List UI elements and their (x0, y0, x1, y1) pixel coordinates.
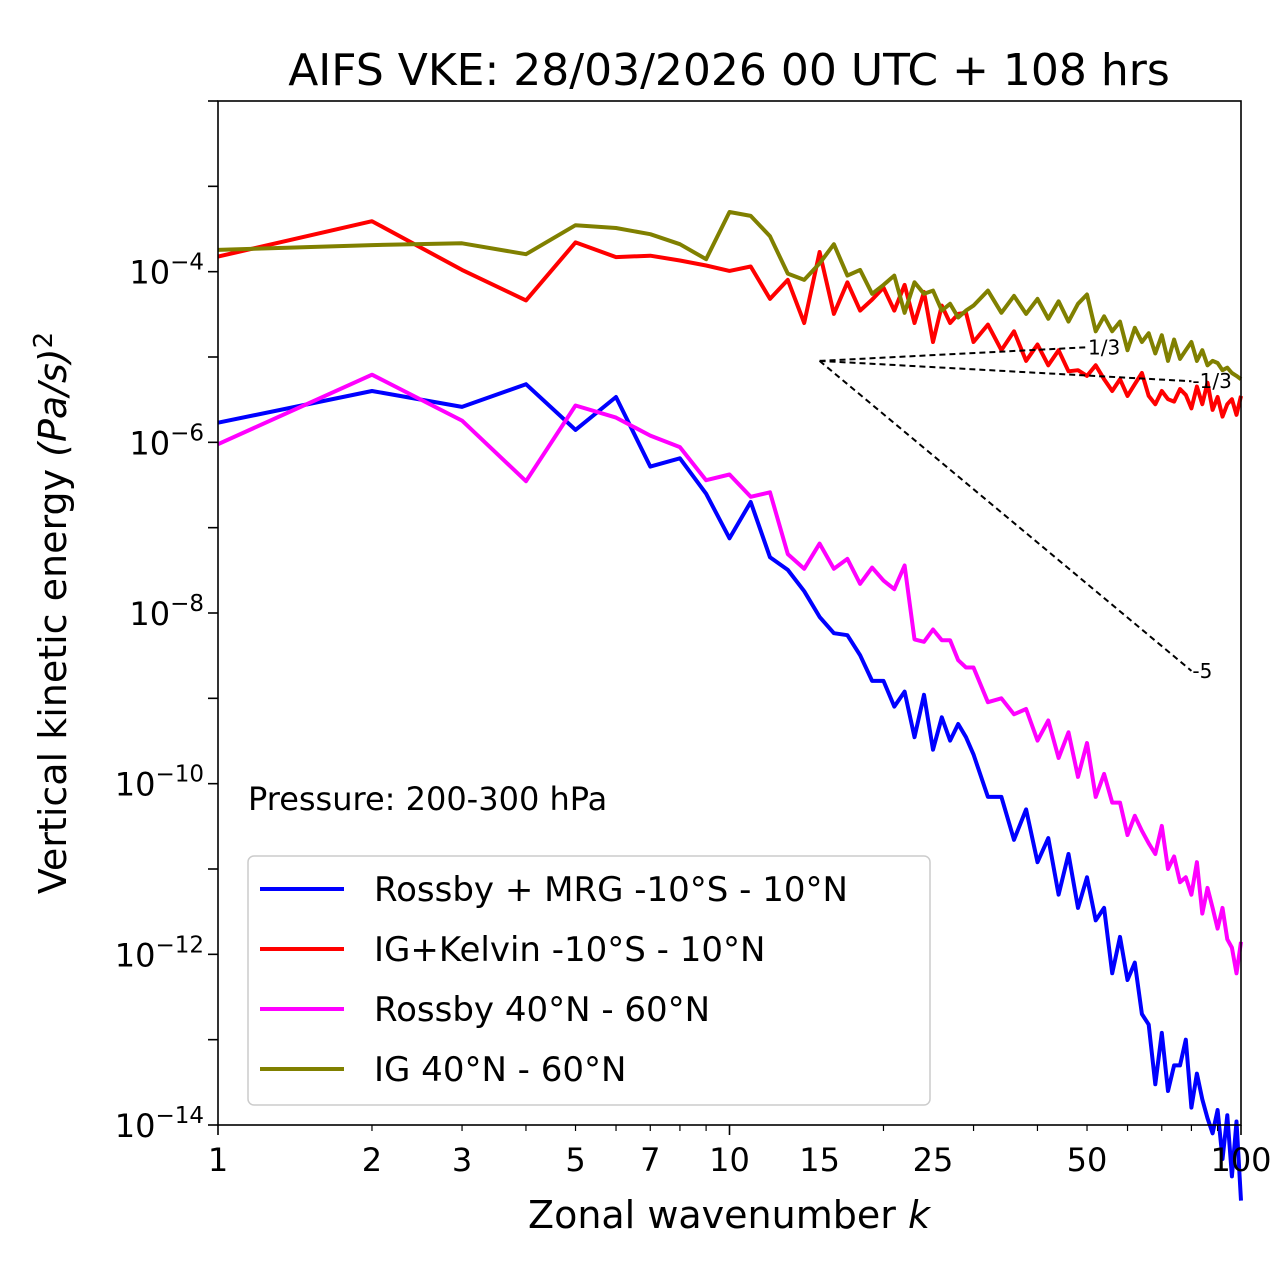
y-tick-label: 10−8 (129, 591, 204, 633)
x-tick-label: 10 (709, 1141, 750, 1179)
x-tick-label: 3 (452, 1141, 472, 1179)
x-tick-label: 5 (565, 1141, 585, 1179)
y-tick-exponent: −6 (170, 420, 204, 446)
y-axis-label-exp: 2 (29, 332, 59, 349)
y-tick-label: 10−6 (129, 420, 204, 462)
series-line-ig-40-n-60-n (217, 210, 1243, 381)
x-axis-label: Zonal wavenumber k (528, 1193, 932, 1237)
y-tick-base: 10 (129, 424, 170, 462)
series-line-ig-kelvin-10-s-10-n (217, 219, 1243, 419)
reference-slope-label-1: -1/3 (1192, 369, 1231, 393)
y-tick-base: 10 (129, 595, 170, 633)
y-tick-base: 10 (115, 1107, 156, 1145)
legend: Rossby + MRG -10°S - 10°N IG+Kelvin -10°S… (247, 855, 931, 1106)
reference-slopes: 1/3 -1/3 -5 (818, 335, 1232, 683)
x-tick-label: 2 (362, 1141, 382, 1179)
y-axis-label: Vertical kinetic energy (Pa/s)2 (29, 332, 75, 894)
y-axis-label-text: Vertical kinetic energy (31, 457, 75, 894)
y-tick-label: 10−4 (129, 250, 204, 292)
x-tick-label: 25 (913, 1141, 954, 1179)
reference-slope-line-1 (819, 359, 1192, 383)
y-axis-label-unit: (Pa/s) (31, 348, 75, 456)
series-line-rossby-mrg-10-s-10-n (217, 382, 1243, 1201)
series-line-rossby-40-n-60-n (217, 372, 1243, 976)
y-tick-base: 10 (115, 936, 156, 974)
reference-slope-line-0 (819, 346, 1088, 362)
y-tick-label: 10−14 (115, 1103, 204, 1145)
legend-label-ig-40-n-60-n: IG 40°N - 60°N (374, 1050, 626, 1090)
y-tick-label: 10−12 (115, 932, 204, 974)
reference-slope-label-0: 1/3 (1088, 335, 1120, 359)
y-tick-base: 10 (129, 254, 170, 292)
legend-box (247, 855, 931, 1106)
x-axis: 1 2 3 5 7 10 15 25 50 100 (208, 1125, 1272, 1179)
x-tick-label: 7 (640, 1141, 660, 1179)
chart-title: AIFS VKE: 28/03/2026 00 UTC + 108 hrs (288, 45, 1170, 96)
legend-label-rossby-40-n-60-n: Rossby 40°N - 60°N (374, 990, 710, 1030)
pressure-annotation: Pressure: 200-300 hPa (248, 780, 607, 818)
y-tick-base: 10 (115, 766, 156, 804)
y-tick-exponent: −12 (155, 932, 204, 958)
y-tick-label: 10−10 (115, 762, 204, 804)
series-layer (217, 210, 1243, 1201)
reference-slope-label-2: -5 (1192, 659, 1212, 683)
x-tick-label: 50 (1067, 1141, 1108, 1179)
x-tick-label: 15 (799, 1141, 840, 1179)
y-tick-exponent: −8 (170, 591, 204, 617)
legend-label-rossby-mrg-10-s-10-n: Rossby + MRG -10°S - 10°N (374, 870, 848, 910)
x-axis-label-text: Zonal wavenumber (528, 1193, 908, 1237)
x-tick-label: 100 (1210, 1141, 1271, 1179)
legend-label-ig-kelvin-10-s-10-n: IG+Kelvin -10°S - 10°N (374, 930, 765, 970)
reference-slope-line-2 (818, 360, 1193, 672)
y-tick-exponent: −14 (155, 1103, 204, 1129)
y-tick-exponent: −4 (170, 250, 204, 276)
x-tick-label: 1 (208, 1141, 228, 1179)
y-tick-exponent: −10 (155, 762, 204, 788)
x-axis-label-var: k (908, 1193, 932, 1237)
